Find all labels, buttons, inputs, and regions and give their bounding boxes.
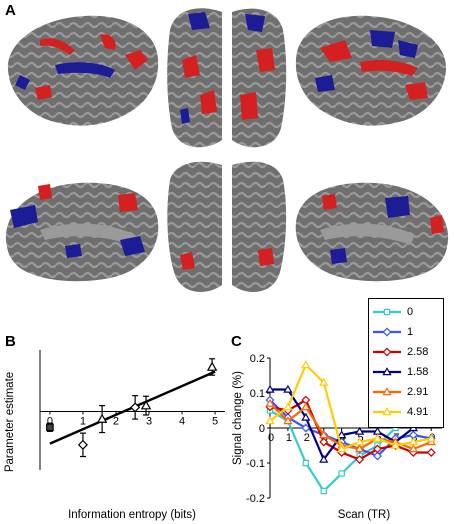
legend-marker	[383, 308, 391, 316]
legend-label: 1	[407, 326, 414, 338]
series-line-1.58	[270, 388, 432, 462]
x-tick-label: 2	[304, 432, 310, 444]
data-point	[130, 402, 141, 413]
chart-b-ylabel: Parameter estimate	[4, 372, 16, 472]
legend-marker	[382, 347, 392, 357]
series-point	[320, 487, 327, 495]
series-point	[302, 459, 310, 467]
x-tick-label: 5	[212, 415, 218, 427]
chart-c-ylabel: Signal change (%)	[232, 371, 244, 465]
series-point	[337, 430, 347, 439]
series-point	[301, 423, 311, 433]
legend-label: 0	[407, 306, 414, 318]
series-point	[301, 402, 311, 411]
series-point	[265, 416, 275, 425]
series-point	[373, 444, 382, 454]
chart-c-legend: 0 1 2.58 1.58 2.91 4.91	[368, 298, 444, 428]
series-point	[301, 360, 311, 369]
series-point	[283, 416, 293, 425]
series-point	[319, 430, 329, 439]
series-point	[408, 437, 418, 446]
x-tick-label: 0	[47, 415, 53, 427]
legend-marker	[382, 327, 392, 337]
legend-marker	[382, 387, 392, 396]
chart-b: 0 1 2 3 4 5 Information entropy (bits) Parame…	[4, 350, 225, 521]
series-point	[338, 470, 345, 477]
panel-label-b: B	[5, 333, 16, 350]
series-point	[354, 444, 365, 453]
y-tick-label: 0.2	[250, 353, 265, 365]
series-point	[426, 433, 436, 442]
chart-c-xlabel: Scan (TR)	[338, 509, 391, 521]
legend-label: 2.58	[407, 346, 429, 358]
series-point	[390, 440, 401, 449]
x-tick-label: 5	[358, 432, 364, 444]
series-point	[372, 433, 383, 442]
series-point	[265, 398, 275, 407]
brain-dorsal	[167, 8, 287, 148]
legend-item: 4.91	[369, 405, 445, 419]
x-tick-label: 3	[146, 415, 152, 427]
data-point	[46, 423, 54, 432]
panel-label-c: C	[231, 333, 242, 350]
legend-item: 1	[369, 325, 445, 339]
brain-ventral	[167, 161, 287, 292]
panel-label-a: A	[5, 2, 16, 19]
series-point	[426, 448, 436, 457]
series-point	[283, 402, 293, 411]
legend-item: 1.58	[369, 365, 445, 379]
legend-marker	[382, 367, 392, 376]
legend-item: 0	[369, 305, 445, 319]
legend-label: 4.91	[407, 406, 429, 418]
brain-right-medial	[295, 182, 449, 282]
legend-item: 2.91	[369, 385, 445, 399]
series-point	[408, 444, 418, 453]
series-point	[355, 455, 365, 464]
series-line-2.91	[269, 402, 432, 451]
series-point	[354, 437, 365, 446]
series-point	[354, 426, 365, 435]
legend-marker	[382, 407, 392, 416]
data-point	[77, 439, 88, 450]
y-tick-label: 0	[259, 423, 265, 435]
brain-renderings	[5, 8, 449, 292]
series-point	[319, 377, 329, 386]
x-tick-label: 1	[80, 415, 86, 427]
x-tick-label: 0	[268, 432, 274, 444]
x-tick-label: 4	[179, 415, 185, 427]
chart-b-xlabel: Information entropy (bits)	[68, 509, 196, 521]
chart-c: 0.20.10-0.1-0.20123456789 Scan (TR) Sign…	[232, 353, 442, 521]
series-point	[319, 454, 329, 463]
data-point	[206, 361, 218, 371]
y-tick-label: -0.1	[246, 458, 265, 470]
legend-item: 2.58	[369, 345, 445, 359]
series-point	[373, 451, 382, 461]
brain-left-lateral	[7, 15, 159, 126]
series-point	[265, 384, 275, 393]
data-point	[96, 413, 108, 423]
series-line-4.91	[269, 363, 432, 451]
x-tick-label: 1	[286, 432, 292, 444]
data-point	[140, 400, 152, 410]
brain-right-lateral	[295, 15, 447, 126]
series-point	[301, 412, 311, 421]
y-tick-label: 0.1	[250, 388, 265, 400]
legend-label: 2.91	[407, 386, 429, 398]
series-point	[283, 384, 293, 393]
series-point	[337, 444, 347, 453]
brain-left-medial	[5, 182, 159, 282]
legend-label: 1.58	[407, 366, 429, 378]
y-tick-label: -0.2	[246, 493, 265, 505]
series-point	[319, 437, 329, 447]
x-tick-label: 2	[113, 415, 119, 427]
